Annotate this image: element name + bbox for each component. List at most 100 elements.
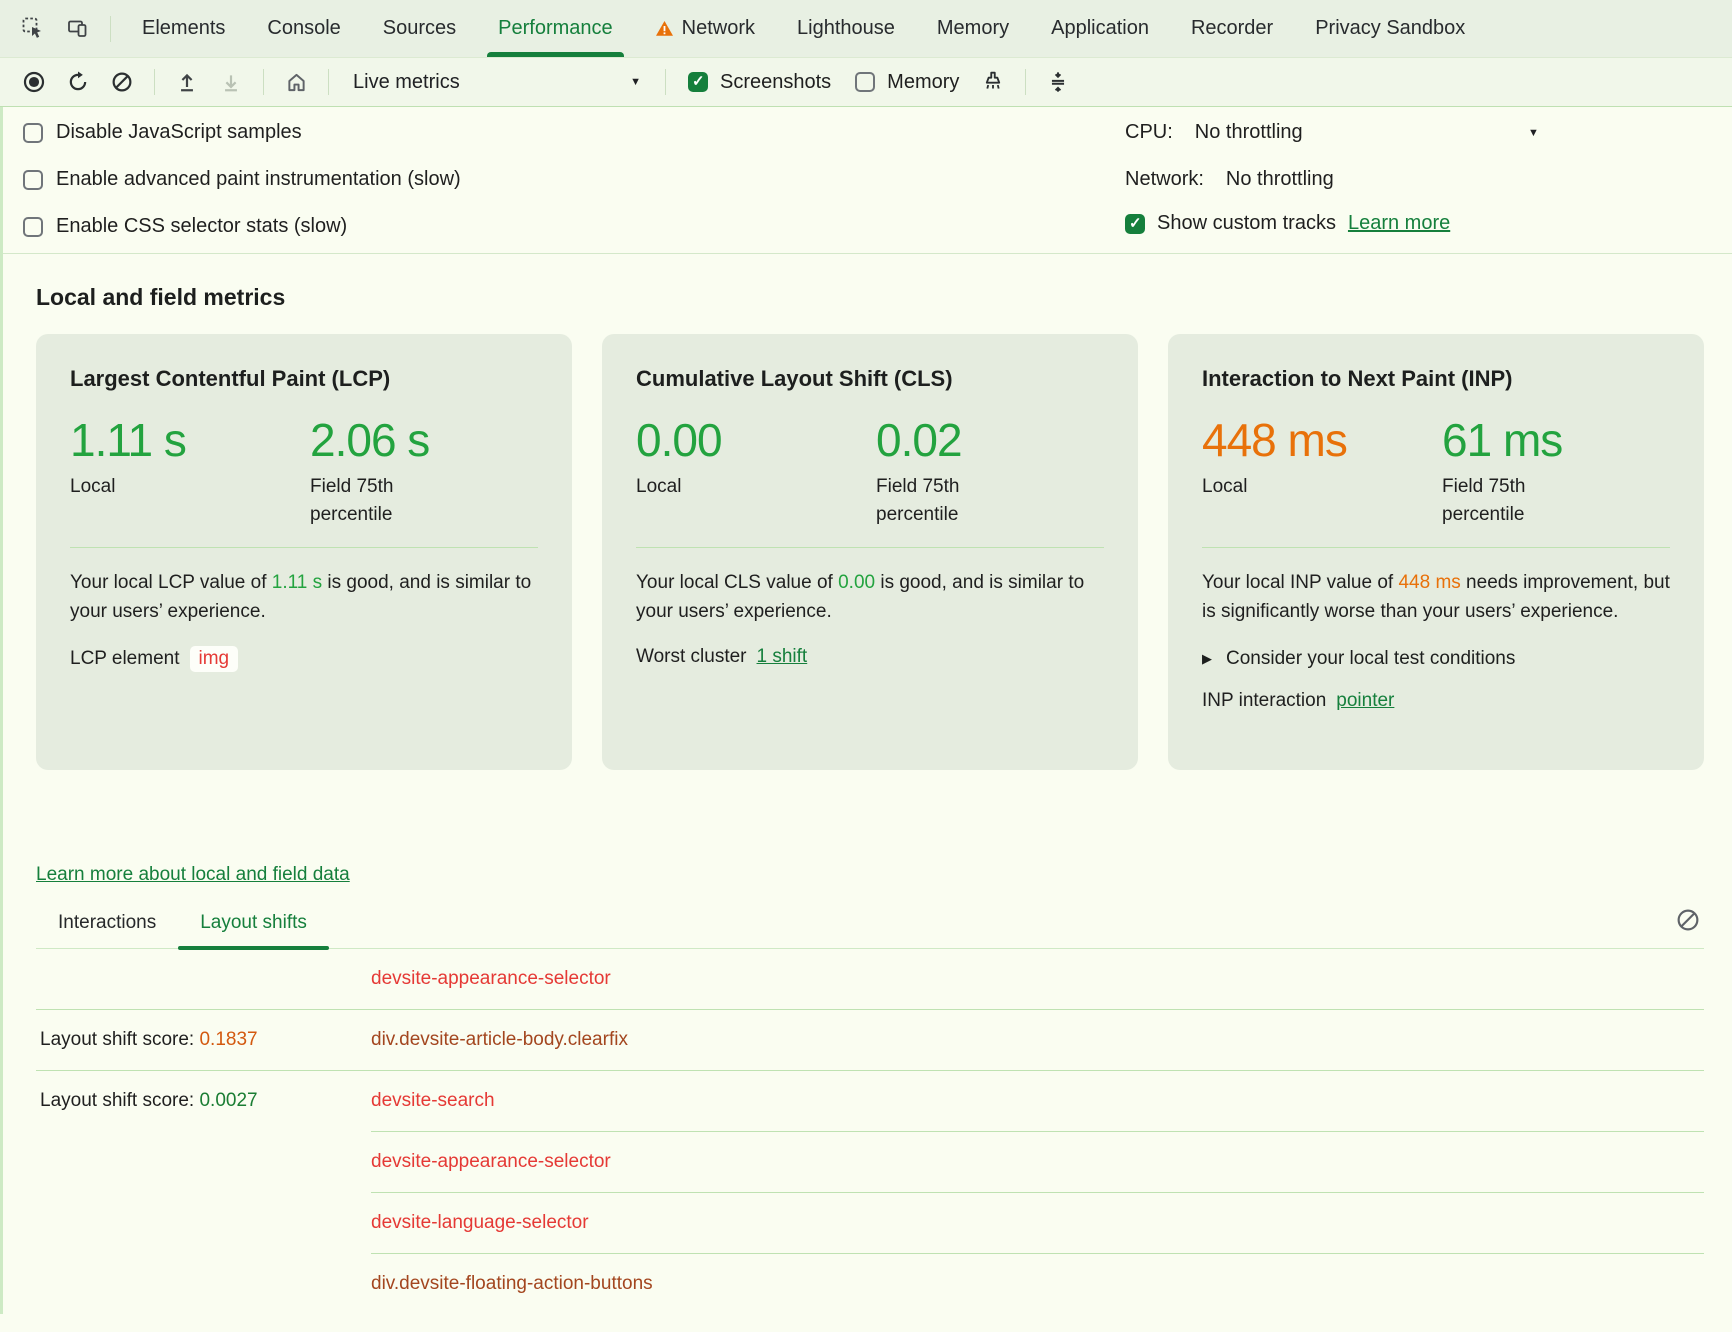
- lcp-field-label: Field 75th percentile: [310, 476, 394, 526]
- lcp-local-value: 1.11 s: [70, 414, 187, 466]
- separator: [263, 69, 264, 95]
- log-tabbar: Interactions Layout shifts: [36, 886, 1704, 950]
- local-field-data-learn-more-link[interactable]: Learn more about local and field data: [36, 864, 350, 885]
- layout-shift-row: div.devsite-floating-action-buttons: [36, 1254, 1704, 1314]
- checkbox-unchecked-icon: [23, 169, 43, 190]
- inp-interaction-label: INP interaction: [1202, 690, 1327, 712]
- checkbox-unchecked-icon: [23, 216, 43, 237]
- lcp-element-label: LCP element: [70, 648, 180, 670]
- live-metrics-dropdown[interactable]: Live metrics ▼: [353, 70, 641, 93]
- tab-performance[interactable]: Performance: [477, 0, 634, 57]
- tab-memory[interactable]: Memory: [936, 17, 1010, 39]
- metrics-heading: Local and field metrics: [36, 284, 286, 310]
- shift-element-link[interactable]: div.devsite-article-body.clearfix: [371, 1029, 628, 1050]
- cls-local-value: 0.00: [636, 414, 723, 466]
- layout-shift-row: devsite-language-selector: [36, 1193, 1704, 1253]
- shift-element-link[interactable]: devsite-search: [371, 1090, 495, 1111]
- shift-score-value: 0.0027: [199, 1090, 258, 1111]
- gc-brush-icon[interactable]: [971, 62, 1015, 102]
- tab-console[interactable]: Console: [267, 17, 341, 39]
- screenshots-checkbox[interactable]: Screenshots: [688, 71, 831, 94]
- cls-description: Your local CLS value of 0.00 is good, an…: [636, 572, 1085, 623]
- inp-interaction-link[interactable]: pointer: [1336, 690, 1395, 712]
- separator: [1025, 69, 1027, 95]
- separator: [665, 69, 666, 95]
- home-icon[interactable]: [274, 62, 318, 102]
- lcp-card-title: Largest Contentful Paint (LCP): [70, 366, 391, 391]
- memory-checkbox[interactable]: Memory: [855, 71, 959, 94]
- shift-element-link[interactable]: devsite-language-selector: [371, 1212, 589, 1233]
- save-profile-icon[interactable]: [209, 62, 253, 102]
- checkbox-unchecked-icon: [23, 122, 43, 143]
- shift-element-link[interactable]: devsite-appearance-selector: [371, 968, 611, 989]
- row-divider: [36, 1009, 1704, 1010]
- inp-local-label: Local: [1202, 476, 1248, 498]
- show-custom-tracks-checkbox[interactable]: Show custom tracks Learn more: [1125, 212, 1450, 235]
- row-divider: [371, 1192, 1704, 1193]
- layout-shift-row: Layout shift score: 0.0027 devsite-searc…: [36, 1071, 1704, 1131]
- tab-network[interactable]: Network: [634, 0, 776, 57]
- checkbox-checked-icon: [688, 72, 708, 92]
- metrics-log: Interactions Layout shifts devsite-appea…: [36, 886, 1704, 1314]
- tab-elements[interactable]: Elements: [142, 17, 226, 39]
- device-toolbar-icon[interactable]: [56, 9, 100, 49]
- chevron-down-icon[interactable]: ▼: [1528, 127, 1539, 139]
- cls-local-label: Local: [636, 476, 682, 498]
- inp-field-value: 61 ms: [1442, 414, 1563, 466]
- disclosure-triangle-icon: ▶: [1202, 651, 1212, 667]
- shift-score-value: 0.1837: [199, 1029, 258, 1050]
- row-divider: [371, 1131, 1704, 1132]
- inp-card: Interaction to Next Paint (INP) 448 ms L…: [1168, 334, 1704, 770]
- inp-description: Your local INP value of 448 ms needs imp…: [1202, 572, 1670, 623]
- checkbox-unchecked-icon: [855, 72, 876, 92]
- advanced-paint-checkbox[interactable]: Enable advanced paint instrumentation (s…: [23, 168, 461, 191]
- css-selector-stats-checkbox[interactable]: Enable CSS selector stats (slow): [23, 215, 347, 238]
- collapse-icon[interactable]: [1036, 62, 1080, 102]
- panel-body: Disable JavaScript samples Enable advanc…: [0, 107, 1732, 1314]
- active-tab-underline: [178, 946, 329, 950]
- inp-card-title: Interaction to Next Paint (INP): [1202, 366, 1513, 391]
- lcp-description: Your local LCP value of 1.11 s is good, …: [70, 572, 532, 623]
- tab-sources[interactable]: Sources: [382, 17, 457, 39]
- network-throttling-select[interactable]: Network: No throttling: [1125, 168, 1334, 190]
- capture-settings: Disable JavaScript samples Enable advanc…: [3, 107, 1732, 254]
- cls-field-label: Field 75th percentile: [876, 476, 960, 526]
- lcp-element-chip[interactable]: img: [189, 646, 239, 673]
- custom-tracks-learn-more-link[interactable]: Learn more: [1347, 212, 1451, 234]
- cls-card-title: Cumulative Layout Shift (CLS): [636, 366, 953, 391]
- inp-field-label: Field 75th percentile: [1442, 476, 1526, 526]
- shift-element-link[interactable]: devsite-appearance-selector: [371, 1151, 611, 1172]
- record-icon[interactable]: [12, 62, 56, 102]
- tab-recorder[interactable]: Recorder: [1190, 17, 1274, 39]
- clear-icon[interactable]: [100, 62, 144, 102]
- row-divider: [36, 1070, 1704, 1071]
- layout-shift-row: Layout shift score: 0.1837 div.devsite-a…: [36, 1010, 1704, 1070]
- lcp-local-label: Local: [70, 476, 116, 498]
- tab-lighthouse[interactable]: Lighthouse: [797, 17, 895, 39]
- tab-interactions[interactable]: Interactions: [58, 912, 157, 933]
- load-profile-icon[interactable]: [165, 62, 209, 102]
- row-divider: [371, 1253, 1704, 1254]
- local-test-conditions-disclosure[interactable]: ▶ Consider your local test conditions: [1202, 648, 1516, 670]
- tab-application[interactable]: Application: [1051, 17, 1149, 39]
- warning-icon: [655, 20, 674, 37]
- inspect-element-icon[interactable]: [12, 9, 56, 49]
- tab-privacy-sandbox[interactable]: Privacy Sandbox: [1315, 17, 1466, 39]
- inp-local-value: 448 ms: [1202, 414, 1348, 466]
- disable-js-samples-checkbox[interactable]: Disable JavaScript samples: [23, 121, 302, 144]
- devtools-tabbar: Elements Console Sources Performance Net…: [0, 0, 1732, 58]
- card-divider: [1202, 547, 1670, 549]
- tab-layout-shifts[interactable]: Layout shifts: [178, 912, 329, 950]
- separator: [328, 69, 329, 95]
- worst-cluster-link[interactable]: 1 shift: [756, 646, 808, 668]
- reload-record-icon[interactable]: [56, 62, 100, 102]
- worst-cluster-label: Worst cluster: [636, 646, 747, 668]
- lcp-card: Largest Contentful Paint (LCP) 1.11 s Lo…: [36, 334, 572, 770]
- clear-log-icon[interactable]: [1672, 904, 1704, 936]
- cpu-throttling-select[interactable]: CPU: No throttling: [1125, 121, 1303, 143]
- shift-element-link[interactable]: div.devsite-floating-action-buttons: [371, 1273, 653, 1294]
- separator: [110, 15, 111, 42]
- layout-shift-row: devsite-appearance-selector: [36, 949, 1704, 1009]
- throttling-settings: CPU: No throttling ▼ Network: No throttl…: [1123, 107, 1732, 253]
- card-divider: [636, 547, 1104, 549]
